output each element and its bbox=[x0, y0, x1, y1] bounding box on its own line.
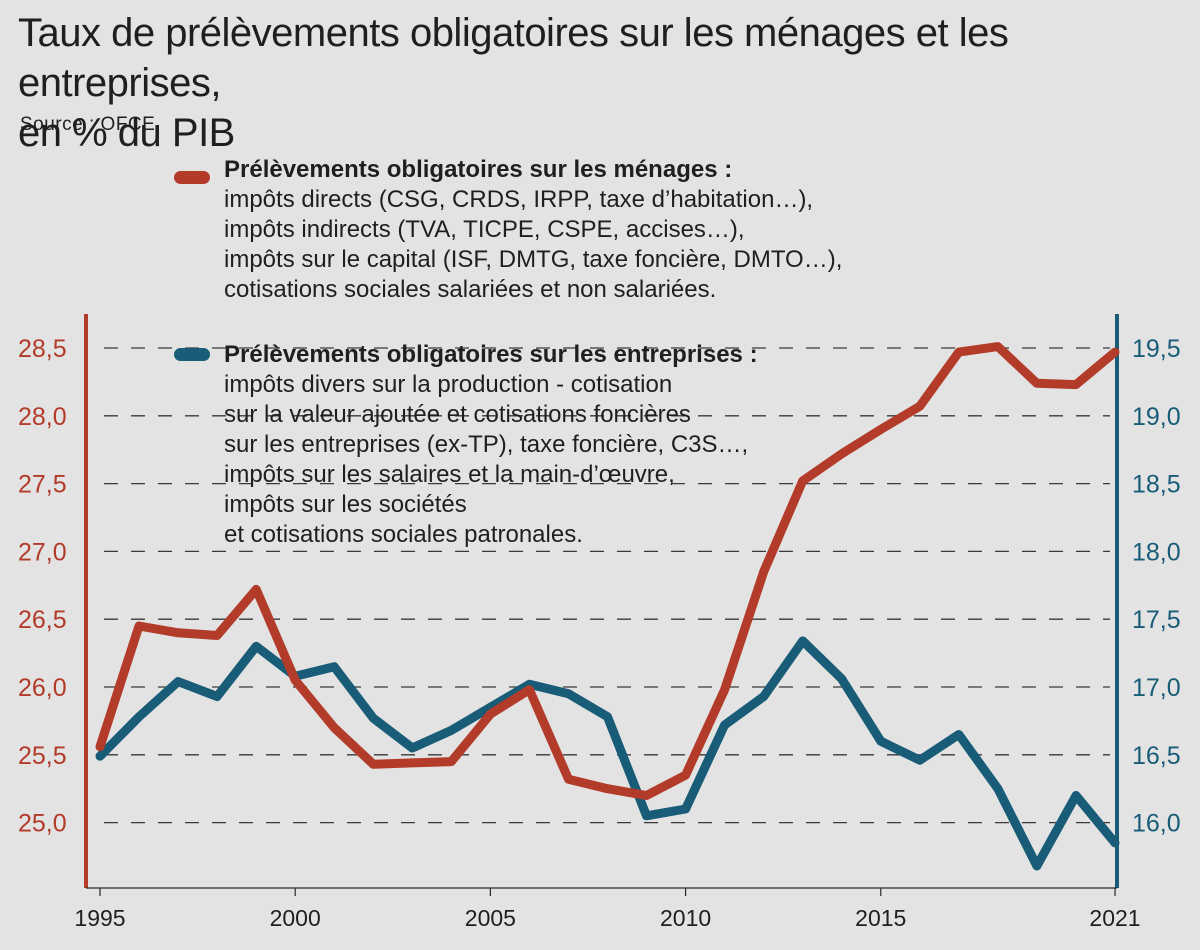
y-left-tick-label: 28,5 bbox=[18, 335, 67, 363]
x-tick-label: 2005 bbox=[465, 905, 516, 931]
y-right-tick-label: 18,0 bbox=[1132, 538, 1181, 566]
x-tick-label: 2021 bbox=[1089, 905, 1140, 931]
y-right-tick-label: 16,5 bbox=[1132, 742, 1181, 770]
y-right-tick-label: 18,5 bbox=[1132, 471, 1181, 499]
legend-menages-line: impôts indirects (TVA, TICPE, CSPE, acci… bbox=[224, 216, 745, 243]
y-left-tick-label: 28,0 bbox=[18, 403, 67, 431]
legend-entreprises-line: sur la valeur ajoutée et cotisations fon… bbox=[224, 401, 691, 428]
series-lines bbox=[95, 342, 1120, 871]
chart-source: Source : OFCE bbox=[20, 114, 156, 135]
y-right-tick-label: 17,0 bbox=[1132, 674, 1181, 702]
y-left-tick-label: 27,5 bbox=[18, 471, 67, 499]
y-right-tick-label: 19,5 bbox=[1132, 335, 1181, 363]
y-left-tick-label: 27,0 bbox=[18, 538, 67, 566]
x-tick-label: 1995 bbox=[74, 905, 125, 931]
y-left-tick-label: 25,5 bbox=[18, 742, 67, 770]
legend-swatch-entreprises bbox=[174, 348, 210, 361]
legend-menages-line: impôts sur le capital (ISF, DMTG, taxe f… bbox=[224, 246, 843, 273]
legend-menages-title: Prélèvements obligatoires sur les ménage… bbox=[224, 156, 733, 183]
chart-title-line-2: en % du PIB bbox=[18, 111, 235, 155]
y-right-tick-label: 19,0 bbox=[1132, 403, 1181, 431]
x-tick-label: 2000 bbox=[270, 905, 321, 931]
y-left-tick-label: 26,0 bbox=[18, 674, 67, 702]
legend-swatch-menages bbox=[174, 171, 210, 184]
legend-entreprises-line: impôts divers sur la production - cotisa… bbox=[224, 371, 673, 398]
chart-title-line-1: Taux de prélèvements obligatoires sur le… bbox=[18, 11, 1009, 105]
y-left-tick-label: 26,5 bbox=[18, 606, 67, 634]
legend-menages-line: cotisations sociales salariées et non sa… bbox=[224, 276, 717, 303]
y-right-tick-label: 16,0 bbox=[1132, 810, 1181, 838]
legend-entreprises-line: impôts sur les salaires et la main-d’œuv… bbox=[224, 461, 675, 488]
x-tick-label: 2010 bbox=[660, 905, 711, 931]
legend-menages: Prélèvements obligatoires sur les ménage… bbox=[224, 155, 842, 305]
legend-entreprises: Prélèvements obligatoires sur les entrep… bbox=[224, 340, 758, 550]
series-line-entreprises bbox=[95, 636, 1120, 871]
chart-title: Taux de prélèvements obligatoires sur le… bbox=[18, 8, 1178, 158]
legend-entreprises-title: Prélèvements obligatoires sur les entrep… bbox=[224, 341, 758, 368]
legend-entreprises-line: sur les entreprises (ex-TP), taxe fonciè… bbox=[224, 431, 749, 458]
axes bbox=[84, 314, 1119, 896]
legend-entreprises-line: et cotisations sociales patronales. bbox=[224, 521, 583, 548]
series-line-menages bbox=[95, 342, 1120, 800]
y-left-tick-label: 25,0 bbox=[18, 810, 67, 838]
x-tick-label: 2015 bbox=[855, 905, 906, 931]
y-right-tick-label: 17,5 bbox=[1132, 606, 1181, 634]
tick-labels: 1995 2000 2005 2010 2015 2021 28,5 28,0 27,5 27,0… bbox=[18, 335, 1181, 931]
legend-menages-line: impôts directs (CSG, CRDS, IRPP, taxe d’… bbox=[224, 186, 814, 213]
legend-entreprises-line: impôts sur les sociétés bbox=[224, 491, 467, 518]
